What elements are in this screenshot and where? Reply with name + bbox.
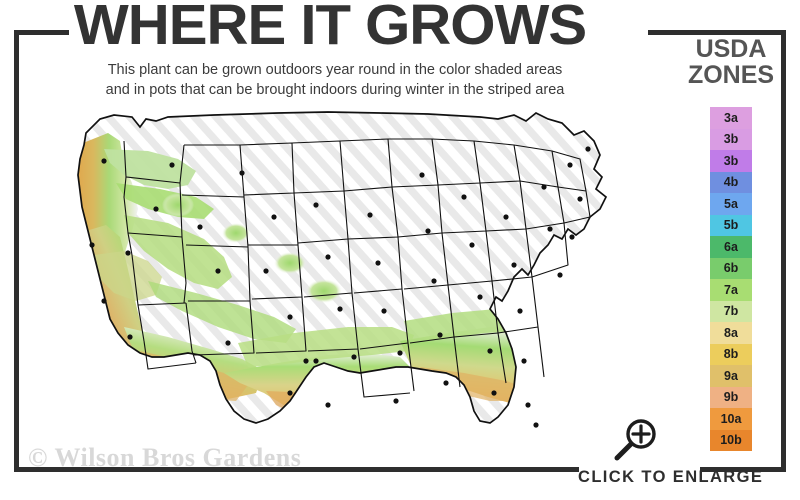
legend-swatch-6a[interactable]: 6a bbox=[710, 236, 752, 258]
legend-swatch-5a[interactable]: 5a bbox=[710, 193, 752, 215]
legend-swatch-label: 10b bbox=[720, 433, 742, 448]
legend-swatch-label: 8b bbox=[723, 347, 739, 362]
legend-swatch-4b[interactable]: 4b bbox=[710, 171, 752, 193]
legend-swatch-label: 6b bbox=[723, 261, 739, 276]
legend-title-line-1: USDA bbox=[695, 35, 767, 63]
legend-title-line-2: ZONES bbox=[687, 61, 775, 89]
legend-swatch-7b[interactable]: 7b bbox=[710, 300, 752, 322]
legend-swatch-label: 3b bbox=[723, 153, 739, 168]
legend-swatch-label: 7b bbox=[723, 304, 739, 319]
legend-swatch-label: 9a bbox=[724, 368, 738, 383]
legend-swatch-label: 5a bbox=[724, 196, 738, 211]
click-to-enlarge-label[interactable]: CLICK TO ENLARGE bbox=[578, 468, 764, 486]
legend-swatch-6b[interactable]: 6b bbox=[710, 257, 752, 279]
legend-swatch-3b[interactable]: 3b bbox=[710, 128, 752, 150]
legend-swatch-label: 3a bbox=[724, 110, 738, 125]
legend-swatch-7a[interactable]: 7a bbox=[710, 279, 752, 301]
legend-swatch-label: 7a bbox=[724, 282, 738, 297]
usda-hardiness-map[interactable] bbox=[28, 105, 668, 465]
subtitle: This plant can be grown outdoors year ro… bbox=[30, 60, 640, 100]
frame-bottom-right-segment bbox=[700, 467, 786, 472]
usda-zone-legend: 3a 3b 3b 4b 5a 5b 6a 6b 7a 7b 8a 8b 9a 9b 10a 10b bbox=[710, 107, 752, 451]
legend-title: USDA ZONES bbox=[672, 36, 790, 88]
frame-top-left-segment bbox=[14, 30, 69, 35]
legend-swatch-8a[interactable]: 8a bbox=[710, 322, 752, 344]
legend-swatch-label: 8a bbox=[724, 325, 738, 340]
frame-bottom-left-segment bbox=[14, 467, 579, 472]
legend-swatch-label: 4b bbox=[723, 175, 739, 190]
page-title: WHERE IT GROWS bbox=[73, 0, 587, 57]
legend-swatch-8b[interactable]: 8b bbox=[710, 343, 752, 365]
country-outline bbox=[77, 111, 608, 424]
legend-swatch-label: 10a bbox=[720, 411, 742, 426]
watermark: © Wilson Bros Gardens bbox=[28, 443, 302, 472]
frame-right-segment bbox=[781, 30, 786, 472]
legend-swatch-10b[interactable]: 10b bbox=[710, 429, 752, 451]
subtitle-line-2: and in pots that can be brought indoors … bbox=[105, 82, 565, 98]
legend-swatch-3a[interactable]: 3a bbox=[710, 107, 752, 129]
legend-swatch-label: 6a bbox=[724, 239, 738, 254]
frame-top-right-segment bbox=[648, 30, 786, 35]
legend-swatch-label: 9b bbox=[723, 390, 739, 405]
legend-swatch-9a[interactable]: 9a bbox=[710, 365, 752, 387]
frame-left-segment bbox=[14, 30, 19, 472]
city-markers bbox=[89, 146, 591, 428]
legend-swatch-5b[interactable]: 5b bbox=[710, 214, 752, 236]
legend-swatch-label: 3b bbox=[723, 132, 739, 147]
magnifier-plus-icon[interactable] bbox=[613, 418, 659, 462]
legend-swatch-3b[interactable]: 3b bbox=[710, 150, 752, 172]
legend-swatch-10a[interactable]: 10a bbox=[710, 408, 752, 430]
legend-swatch-9b[interactable]: 9b bbox=[710, 386, 752, 408]
subtitle-line-1: This plant can be grown outdoors year ro… bbox=[107, 62, 563, 78]
legend-swatch-label: 5b bbox=[723, 218, 739, 233]
